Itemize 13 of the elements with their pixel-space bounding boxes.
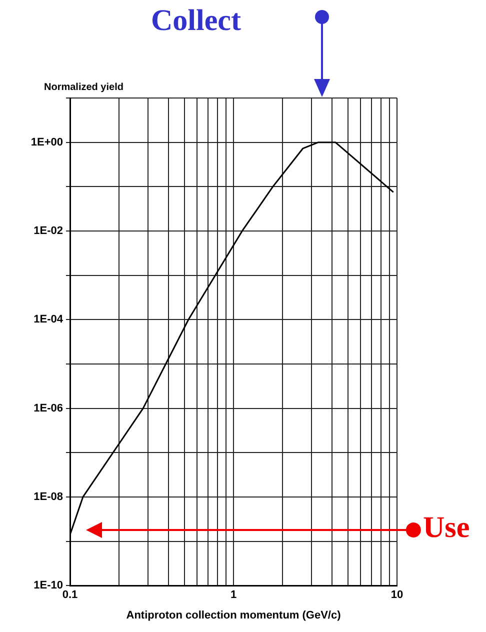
x-tick-label: 10 — [390, 589, 404, 602]
y-tick-label: 1E-08 — [34, 490, 63, 503]
x-tick-label: 0.1 — [62, 589, 78, 602]
y-tick-label: 1E-04 — [34, 314, 64, 326]
y-tick-label: 1E+00 — [30, 136, 63, 148]
x-tick-label: 1 — [230, 589, 237, 602]
text: Collect — [151, 3, 241, 39]
y-tick-label: 1E-10 — [34, 580, 63, 592]
x-axis-title: Antiproton collection momentum (GeV/c) — [126, 609, 342, 622]
y-tick-label: 1E-06 — [34, 402, 63, 414]
text: Use — [423, 510, 470, 546]
y-axis-title: Normalized yield — [44, 82, 124, 93]
y-tick-label: 1E-02 — [34, 225, 63, 238]
